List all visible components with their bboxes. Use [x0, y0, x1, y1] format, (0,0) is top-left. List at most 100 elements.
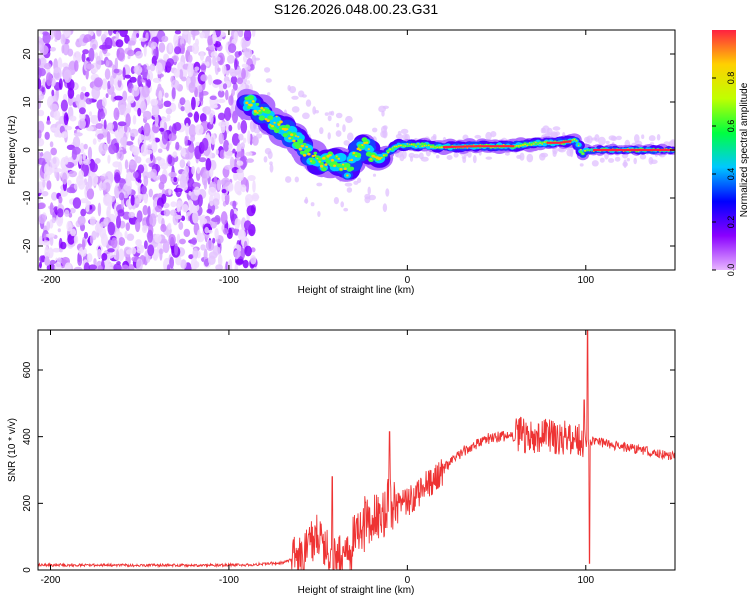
- spectrogram-noise-blob: [141, 185, 147, 195]
- spectrogram-noise-blob: [208, 251, 218, 259]
- spectrogram-noise-blob: [66, 220, 72, 232]
- spectrogram-noise-blob: [212, 237, 216, 244]
- spectrogram-noise-blob: [106, 131, 111, 145]
- spectrogram-noise-blob: [208, 74, 213, 86]
- spectrogram-noise-blob: [49, 141, 54, 148]
- spectrogram-noise-blob: [38, 109, 45, 117]
- spectrogram-noise-blob: [89, 205, 93, 210]
- spectrogram-noise-blob: [335, 130, 342, 137]
- ridge-blob: [402, 145, 404, 147]
- spectrogram-noise-blob: [173, 33, 179, 47]
- spectrogram-noise-blob: [143, 122, 151, 137]
- spectrogram-noise-blob: [168, 42, 173, 53]
- spectrogram-noise-blob: [144, 149, 153, 155]
- ridge-blob: [612, 148, 614, 150]
- spectrogram-noise-blob: [49, 235, 54, 246]
- spectrogram-noise-blob: [58, 195, 63, 204]
- spectrogram-noise-blob: [244, 48, 253, 59]
- spectrogram-noise-blob: [641, 134, 645, 139]
- ridge-blob: [543, 141, 546, 143]
- ridge-blob: [265, 109, 271, 114]
- spectrogram-noise-blob: [192, 247, 199, 260]
- spectrogram-noise-blob: [336, 123, 340, 128]
- spectrogram-noise-blob: [291, 106, 300, 113]
- spectrogram-noise-blob: [218, 121, 227, 128]
- spectrogram-noise-blob: [139, 37, 148, 42]
- ridge-blob: [393, 146, 396, 149]
- spectrogram-noise-blob: [157, 148, 163, 154]
- spectrogram-noise-blob: [238, 50, 242, 56]
- spectrogram-noise-blob: [381, 125, 387, 134]
- spectrogram-noise-blob: [591, 137, 598, 141]
- ridge-blob: [573, 138, 576, 141]
- spectrogram-noise-blob: [42, 31, 49, 36]
- spectrogram-noise-blob: [50, 47, 56, 52]
- ridge-peak-core: [443, 145, 515, 149]
- spectrogram-y-ticks: -20 -10 0 10 20: [22, 48, 675, 253]
- spectrogram-noise-blob: [169, 256, 175, 269]
- spectrogram-noise-blob: [96, 30, 102, 37]
- ridge-blob: [297, 135, 300, 138]
- spectrogram-noise-blob: [53, 66, 62, 81]
- spectrogram-noise-blob: [147, 244, 155, 257]
- ridge-blob: [406, 145, 409, 148]
- spectrogram-noise-blob: [153, 48, 157, 56]
- spectrogram-noise-blob: [485, 156, 493, 160]
- spectrogram-noise-blob: [51, 191, 58, 201]
- spectrogram-noise-blob: [49, 103, 59, 112]
- spectrogram-noise-blob: [99, 176, 106, 181]
- ridge-blob: [290, 133, 294, 136]
- spectrogram-noise-blob: [474, 134, 482, 139]
- spectrogram-noise-blob: [91, 86, 101, 100]
- ridge-blob: [367, 148, 370, 151]
- spectrogram-noise-layer: [38, 30, 675, 270]
- spectrogram-noise-blob: [41, 191, 49, 197]
- spectrogram-noise-blob: [51, 89, 55, 97]
- spectrogram-noise-blob: [599, 157, 605, 163]
- spectrogram-noise-blob: [217, 52, 225, 66]
- ridge-blob: [608, 151, 610, 152]
- spectrogram-noise-blob: [168, 171, 177, 178]
- spectrogram-noise-blob: [101, 253, 108, 261]
- spectrogram-noise-blob: [135, 198, 140, 205]
- spectrogram-noise-blob: [367, 186, 371, 195]
- spectrogram-noise-blob: [160, 162, 169, 170]
- spectrogram-noise-blob: [173, 176, 178, 183]
- spectrogram-noise-blob: [151, 30, 158, 37]
- spectrogram-x-label: Height of straight line (km): [298, 285, 415, 296]
- spectrogram-noise-blob: [72, 136, 81, 149]
- ridge-blob: [339, 167, 343, 171]
- spectrogram-noise-blob: [155, 62, 163, 75]
- spectrogram-noise-blob: [147, 144, 152, 150]
- spectrogram-noise-blob: [237, 30, 244, 38]
- ridge-blob: [307, 152, 311, 156]
- spectrogram-noise-blob: [69, 207, 76, 214]
- spectrogram-noise-blob: [626, 158, 630, 162]
- spectrogram-noise-blob: [78, 246, 88, 257]
- spectrogram-noise-blob: [154, 113, 159, 127]
- spectrogram-noise-blob: [111, 121, 118, 132]
- ridge-blob: [426, 144, 428, 146]
- spectrogram-noise-blob: [90, 115, 96, 124]
- spectrogram-noise-blob: [105, 93, 109, 98]
- spectrogram-noise-blob: [395, 133, 404, 139]
- spectrogram-noise-blob: [201, 137, 209, 151]
- ridge-blob: [256, 111, 259, 114]
- spectrogram-noise-blob: [221, 177, 231, 187]
- spectrogram-noise-blob: [43, 151, 52, 163]
- ridge-blob: [269, 123, 272, 126]
- ridge-blob: [417, 143, 419, 145]
- ridge-blob: [363, 142, 366, 145]
- spectrogram-noise-blob: [57, 218, 62, 224]
- spectrogram-noise-blob: [188, 254, 194, 260]
- spectrogram-noise-blob: [232, 200, 237, 210]
- spectrogram-noise-blob: [83, 262, 90, 270]
- spectrogram-noise-blob: [67, 48, 74, 57]
- spectrogram-noise-blob: [162, 202, 170, 209]
- spectrogram-noise-blob: [141, 85, 150, 98]
- spectrogram-noise-blob: [167, 154, 173, 165]
- spectrogram-noise-blob: [312, 106, 317, 115]
- spectrogram-noise-blob: [131, 146, 140, 156]
- ridge-blob: [273, 128, 280, 134]
- ridge-blob: [343, 167, 347, 170]
